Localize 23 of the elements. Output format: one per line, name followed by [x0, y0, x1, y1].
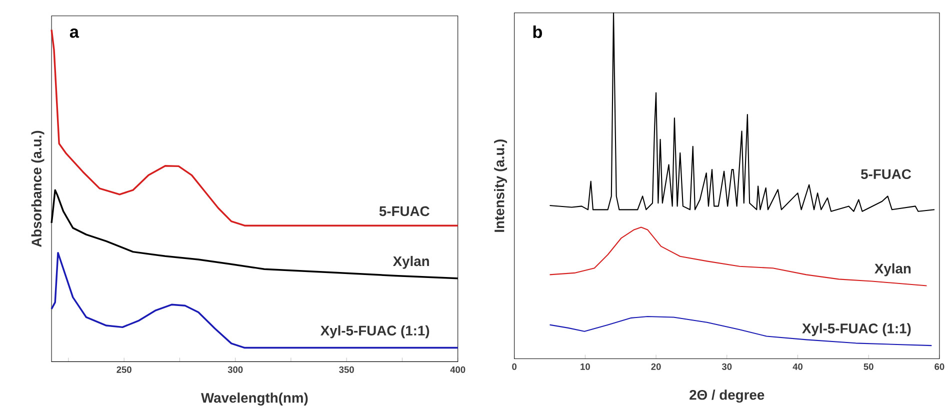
- x-tick-label: 300: [228, 366, 243, 373]
- x-tick-label: 10: [580, 363, 590, 370]
- series-label: Xylan: [874, 263, 911, 276]
- y-axis-title: Absorbance (a.u.): [31, 130, 44, 247]
- x-tick-label: 30: [722, 363, 732, 370]
- series-label: 5-FUAC: [379, 206, 430, 216]
- series-label: 5-FUAC: [861, 169, 912, 179]
- x-tick-label: 0: [512, 363, 517, 370]
- y-axis-title: Intensity (a.u.): [494, 139, 508, 232]
- x-tick-label: 350: [339, 366, 354, 373]
- x-tick-label: 50: [864, 363, 874, 370]
- series-label: Xylan: [392, 256, 429, 269]
- x-tick-label: 40: [792, 363, 803, 370]
- x-tick-label: 20: [651, 363, 661, 370]
- x-tick-label: 400: [450, 366, 466, 373]
- x-tick-label: 60: [934, 363, 944, 370]
- annotation: b: [533, 25, 542, 38]
- x-tick-label: 250: [116, 366, 132, 373]
- series-label: Xyl-5-FUAC (1:1): [320, 325, 430, 338]
- x-axis-title: Wavelength(nm): [201, 392, 308, 406]
- series-label: Xyl-5-FUAC (1:1): [802, 323, 911, 336]
- annotation: a: [70, 28, 80, 38]
- x-axis-title: 2Θ / degree: [690, 390, 764, 403]
